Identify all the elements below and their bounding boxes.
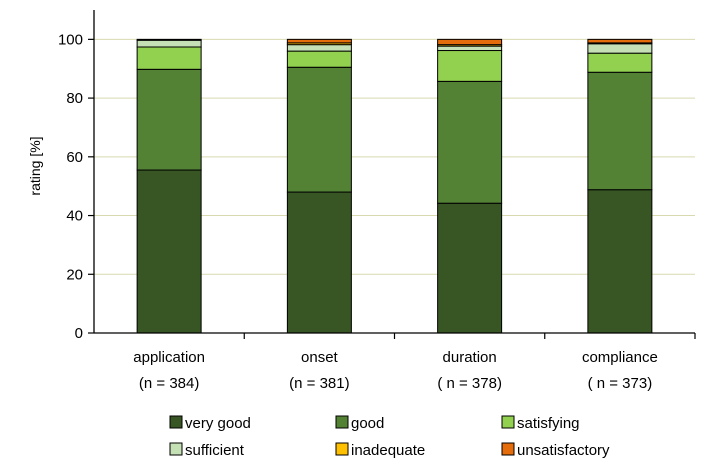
bar-segment-very-good: [286, 191, 352, 334]
y-tick-label: 80: [66, 90, 83, 107]
bar-segment-sufficient: [437, 45, 503, 52]
y-tick-label: 60: [66, 149, 83, 166]
y-tick-label: 100: [58, 31, 83, 48]
category-note: ( n = 378): [437, 375, 502, 392]
category-note: ( n = 373): [588, 375, 653, 392]
legend-label: sufficient: [185, 442, 245, 459]
bar-segment-good: [437, 80, 503, 204]
bar-segment-unsatisfactory: [286, 38, 352, 44]
y-tick-label: 0: [75, 325, 83, 342]
bar-segment-satisfying: [587, 52, 653, 73]
bar-segment-sufficient: [286, 44, 352, 52]
bar-segment-unsatisfactory: [136, 38, 202, 41]
category-note: (n = 384): [139, 375, 199, 392]
bar-segment-good: [286, 66, 352, 193]
legend-swatch-inadequate: [335, 442, 349, 456]
y-tick-label: 20: [66, 266, 83, 283]
legend-label: good: [351, 415, 384, 432]
bar-segment-satisfying: [286, 50, 352, 68]
y-tick-label: 40: [66, 208, 83, 225]
bar-segment-sufficient: [587, 43, 653, 54]
category-labels: application (n = 384) onset (n = 381) durati…: [133, 333, 696, 392]
legend-swatch-very-good: [169, 415, 183, 429]
category-label: compliance: [582, 349, 658, 366]
bar-segment-very-good: [136, 169, 202, 334]
bar-segment-sufficient: [136, 39, 202, 48]
legend-label: unsatisfactory: [517, 442, 610, 459]
legend-label: satisfying: [517, 415, 580, 432]
legend-label: very good: [185, 415, 251, 432]
category-label: onset: [301, 349, 339, 366]
y-axis-title: rating [%]: [27, 136, 43, 195]
bar-segment-unsatisfactory: [587, 38, 653, 44]
bar-segment-good: [136, 68, 202, 171]
bars: [136, 38, 653, 334]
bar-segment-very-good: [437, 202, 503, 334]
category-note: (n = 381): [289, 375, 349, 392]
category-label: duration: [443, 349, 497, 366]
category-label: application: [133, 349, 205, 366]
y-tick-labels: 0 20 40 60 80 100: [58, 31, 94, 342]
bar-segment-satisfying: [136, 46, 202, 70]
bar-segment-very-good: [587, 189, 653, 334]
legend-swatch-unsatisfactory: [501, 442, 515, 456]
legend-swatch-satisfying: [501, 415, 515, 429]
legend: very good good satisfying sufficient inadequ…: [169, 415, 610, 459]
legend-label: inadequate: [351, 442, 425, 459]
bar-segment-good: [587, 71, 653, 191]
legend-swatch-good: [335, 415, 349, 429]
legend-swatch-sufficient: [169, 442, 183, 456]
bar-segment-unsatisfactory: [437, 38, 503, 46]
bar-segment-satisfying: [437, 50, 503, 82]
